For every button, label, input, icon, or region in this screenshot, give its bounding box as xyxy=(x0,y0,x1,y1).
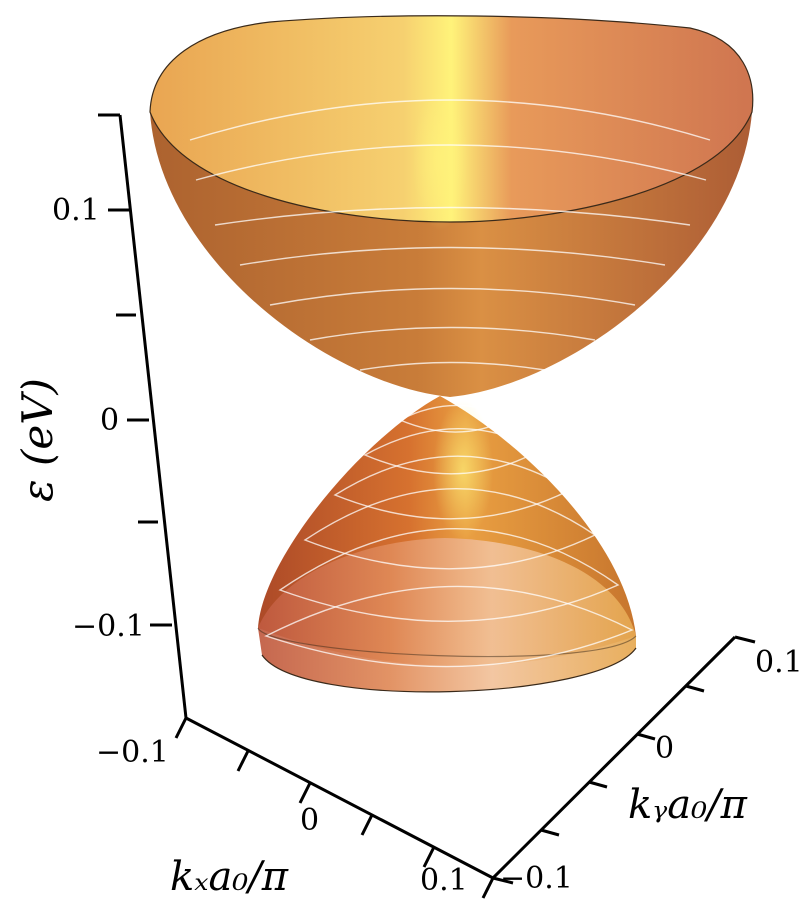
upper-band-surface xyxy=(149,15,754,397)
x-tick xyxy=(174,717,188,739)
x-tick-label: 0.1 xyxy=(420,863,468,898)
x-tick-label: 0 xyxy=(300,803,319,838)
y-tick xyxy=(685,684,705,693)
x-tick xyxy=(360,814,374,836)
lower-band-surface xyxy=(257,396,637,693)
y-tick-label: 0 xyxy=(655,731,674,766)
z-tick-label: 0.1 xyxy=(52,193,100,228)
z-axis-title: ε (eV) xyxy=(13,378,62,502)
x-tick-label: −0.1 xyxy=(96,735,169,770)
y-axis: −0.1 0 0.1 kᵧa₀/π xyxy=(491,635,803,896)
lower-band-base xyxy=(258,538,636,692)
x-tick xyxy=(481,877,495,899)
y-tick xyxy=(588,780,608,789)
y-tick xyxy=(734,635,756,644)
x-axis: −0.1 0 0.1 kₓa₀/π xyxy=(96,716,495,900)
y-tick xyxy=(540,828,560,837)
upper-band-rim xyxy=(149,15,754,223)
y-tick-label: −0.1 xyxy=(500,861,573,896)
z-tick-label: 0 xyxy=(100,403,119,438)
upper-band-contours xyxy=(189,99,711,371)
z-axis: 0.1 0 −0.1 ε (eV) xyxy=(13,113,188,719)
lower-band-rim xyxy=(261,647,637,693)
x-tick xyxy=(422,846,436,868)
lower-band-highlight xyxy=(433,400,493,540)
y-tick xyxy=(636,732,656,741)
upper-band-highlight xyxy=(412,90,468,230)
y-tick xyxy=(492,876,514,885)
lower-band-contours xyxy=(264,404,634,668)
y-tick-label: 0.1 xyxy=(755,645,803,680)
x-axis-title: kₓa₀/π xyxy=(170,854,289,900)
y-axis-title: kᵧa₀/π xyxy=(628,782,748,828)
x-tick xyxy=(236,750,250,772)
lower-band-rim-back xyxy=(257,627,637,658)
x-tick xyxy=(298,782,312,804)
z-tick-label: −0.1 xyxy=(72,609,145,644)
